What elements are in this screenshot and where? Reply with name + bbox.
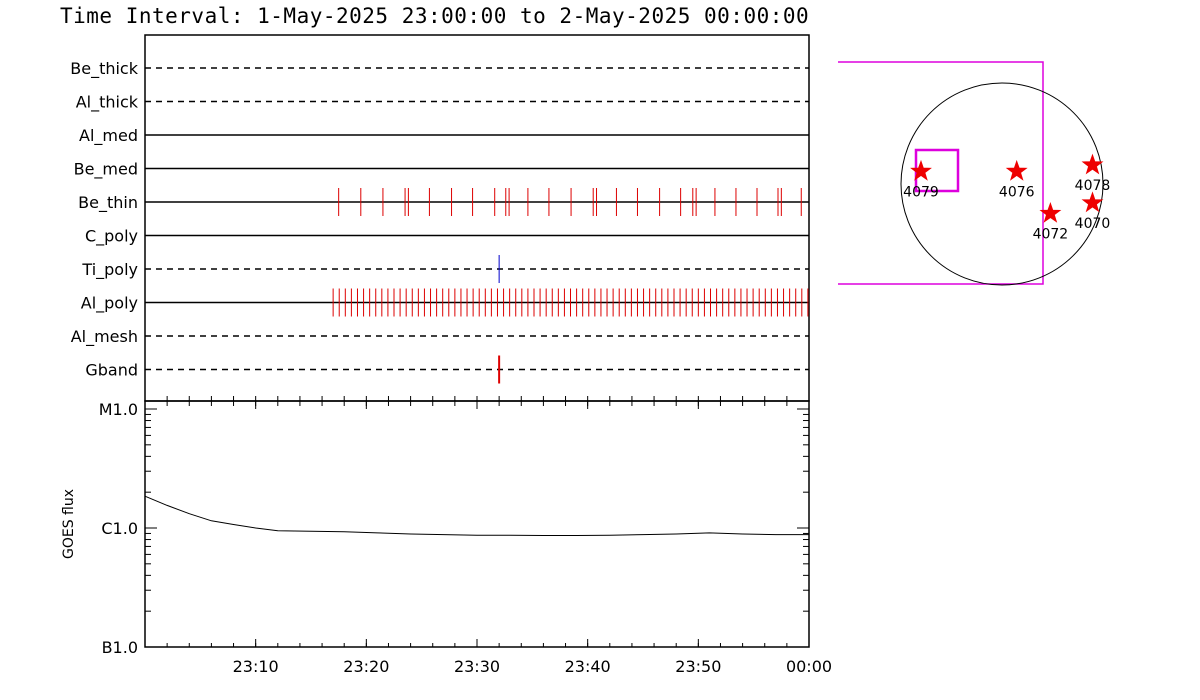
goes-frame bbox=[144, 400, 810, 648]
row-be-thin: Be_thin bbox=[78, 188, 809, 216]
row-al-med: Al_med bbox=[79, 126, 809, 146]
row-label: Al_poly bbox=[81, 294, 138, 314]
region-4076: 4076 bbox=[999, 159, 1035, 200]
region-4070: 4070 bbox=[1075, 191, 1111, 232]
x-tick-label: 23:30 bbox=[454, 657, 500, 676]
time-interval-title: Time Interval: 1-May-2025 23:00:00 to 2-… bbox=[60, 4, 809, 28]
x-tick-label: 23:20 bbox=[343, 657, 389, 676]
row-be-thick: Be_thick bbox=[70, 59, 809, 79]
region-star bbox=[910, 159, 932, 181]
row-label: Gband bbox=[85, 361, 138, 380]
x-tick-label: 23:40 bbox=[565, 657, 611, 676]
x-tick-label: 23:10 bbox=[233, 657, 279, 676]
row-c-poly: C_poly bbox=[85, 227, 809, 247]
y-axis-label: GOES flux bbox=[61, 489, 77, 559]
solar-disk bbox=[900, 82, 1104, 286]
y-tick-label: B1.0 bbox=[102, 638, 138, 657]
row-label: C_poly bbox=[85, 227, 138, 247]
region-star bbox=[1081, 191, 1104, 213]
region-star bbox=[1081, 153, 1104, 175]
region-star bbox=[1005, 159, 1028, 181]
field-of-view-box bbox=[838, 61, 1044, 285]
timeline-frame bbox=[144, 34, 810, 402]
x-tick-label: 23:50 bbox=[675, 657, 721, 676]
region-star bbox=[1039, 201, 1062, 223]
row-al-thick: Al_thick bbox=[76, 93, 809, 113]
region-label: 4079 bbox=[903, 184, 939, 200]
instrument-timeline: Be_thick Al_thick Al_med Be_med Be_thin C_pol… bbox=[70, 34, 810, 402]
region-4078: 4078 bbox=[1075, 153, 1111, 194]
row-label: Ti_poly bbox=[81, 260, 138, 280]
row-gband: Gband bbox=[85, 355, 809, 384]
x-tick-label: 00:00 bbox=[786, 657, 832, 676]
goes-flux-panel: 23:10 23:20 23:30 23:40 23:50 00:00 M1.0 C1.0 B1… bbox=[61, 396, 832, 676]
row-label: Al_mesh bbox=[71, 327, 138, 347]
region-label: 4076 bbox=[999, 184, 1035, 200]
region-4072: 4072 bbox=[1033, 201, 1069, 242]
goes-flux-line bbox=[144, 495, 809, 536]
row-be-med: Be_med bbox=[74, 160, 809, 180]
region-label: 4070 bbox=[1075, 216, 1111, 232]
solar-disk-map: 4079 4076 4078 4072 4070 bbox=[838, 61, 1111, 286]
region-label: 4072 bbox=[1033, 226, 1069, 242]
row-label: Al_med bbox=[79, 126, 138, 146]
y-tick-label: C1.0 bbox=[101, 519, 138, 538]
row-al-mesh: Al_mesh bbox=[71, 327, 809, 347]
y-tick-label: M1.0 bbox=[99, 400, 138, 419]
region-4079: 4079 bbox=[903, 159, 939, 200]
row-label: Al_thick bbox=[76, 93, 139, 113]
row-label: Be_thin bbox=[78, 193, 138, 213]
row-ti-poly: Ti_poly bbox=[81, 255, 809, 283]
row-label: Be_med bbox=[74, 160, 138, 180]
row-al-poly: Al_poly bbox=[81, 288, 809, 317]
row-label: Be_thick bbox=[70, 59, 138, 79]
region-label: 4078 bbox=[1075, 178, 1111, 194]
